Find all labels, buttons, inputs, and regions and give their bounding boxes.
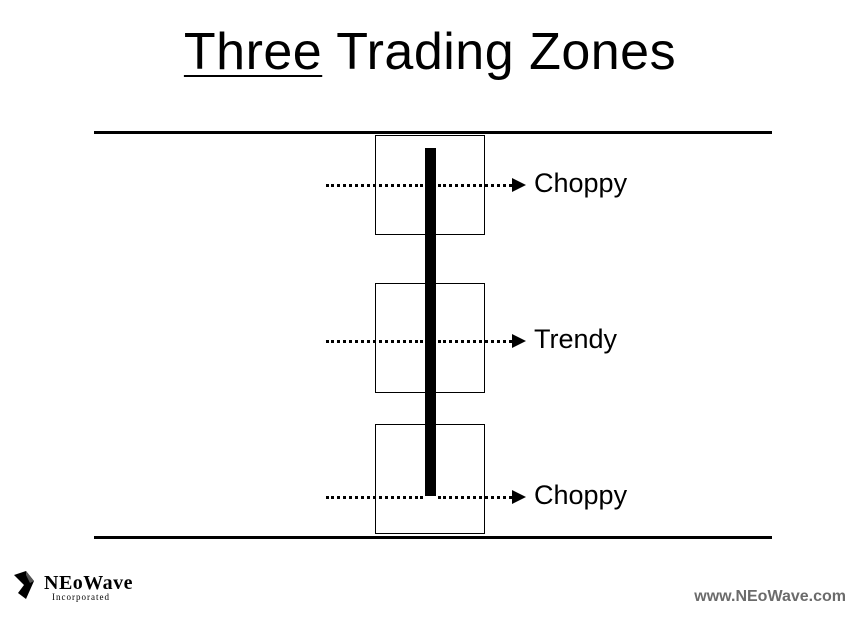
bottom-boundary-line <box>94 536 772 539</box>
zone-1-dotted-right <box>438 184 513 187</box>
footer-url: www.NEoWave.com <box>694 588 846 606</box>
zone-1-arrowhead <box>512 178 526 192</box>
footer-brand: NEoWave <box>44 572 133 594</box>
zone-3-arrowhead <box>512 490 526 504</box>
zone-label-1: Choppy <box>534 168 627 199</box>
footer-logo: NEoWave Incorporated <box>12 571 133 602</box>
zone-3-dotted-left <box>326 496 423 499</box>
zone-2-dotted-left <box>326 340 423 343</box>
footer-subtext: Incorporated <box>52 593 133 602</box>
neowave-logo-icon <box>12 571 38 601</box>
title-underlined-word: Three <box>184 23 322 81</box>
zone-label-2: Trendy <box>534 324 617 355</box>
zone-label-3: Choppy <box>534 480 627 511</box>
title-rest: Trading Zones <box>322 23 676 81</box>
center-price-bar <box>425 148 436 496</box>
zone-2-dotted-right <box>438 340 513 343</box>
top-boundary-line <box>94 131 772 134</box>
zone-2-arrowhead <box>512 334 526 348</box>
page-title: Three Trading Zones <box>0 22 860 82</box>
zone-1-dotted-left <box>326 184 423 187</box>
zone-3-dotted-right <box>438 496 513 499</box>
